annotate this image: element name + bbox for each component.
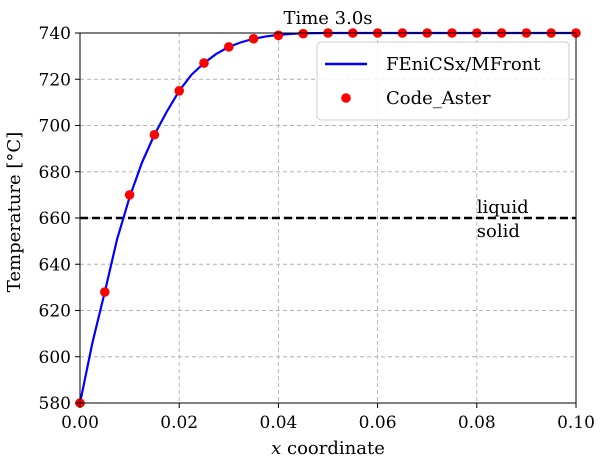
y-tick-label: 660 bbox=[39, 209, 71, 229]
x-tick-label: 0.02 bbox=[160, 413, 198, 433]
y-tick-label: 640 bbox=[39, 255, 71, 275]
annotation-solid: solid bbox=[477, 221, 520, 242]
legend-swatch-marker bbox=[341, 93, 351, 103]
x-axis-label-rest: coordinate bbox=[281, 438, 385, 459]
y-tick-label: 580 bbox=[39, 394, 71, 414]
y-tick-label: 680 bbox=[39, 163, 71, 183]
chart-title: Time 3.0s bbox=[283, 8, 372, 29]
annotations: liquid solid bbox=[477, 197, 529, 242]
data-point-code-aster bbox=[224, 42, 234, 52]
x-tick-label: 0.04 bbox=[259, 413, 297, 433]
legend-label: Code_Aster bbox=[386, 88, 491, 109]
data-point-code-aster bbox=[298, 28, 309, 39]
x-tick-label: 0.08 bbox=[458, 413, 496, 433]
annotation-liquid: liquid bbox=[477, 197, 529, 218]
x-axis-label: x coordinate bbox=[271, 438, 385, 459]
data-point-code-aster bbox=[149, 129, 160, 140]
x-tick-label: 0.06 bbox=[359, 413, 397, 433]
data-point-code-aster bbox=[100, 287, 110, 297]
x-tick-label: 0.00 bbox=[61, 413, 99, 433]
data-point-code-aster bbox=[248, 33, 259, 44]
y-tick-label: 700 bbox=[39, 117, 71, 137]
y-axis-label: Temperature [°C] bbox=[4, 132, 25, 292]
data-point-code-aster bbox=[174, 86, 184, 96]
data-point-code-aster bbox=[273, 30, 284, 41]
y-tick-label: 740 bbox=[39, 24, 71, 44]
x-axis-label-variable: x bbox=[271, 438, 281, 459]
axis-ticks: 0.00 0.02 0.04 0.06 0.08 0.10 580 600 620 640 660 6… bbox=[39, 24, 595, 433]
legend: FEniCSx/MFront Code_Aster bbox=[316, 41, 570, 121]
y-tick-label: 620 bbox=[39, 302, 71, 322]
x-tick-label: 0.10 bbox=[557, 413, 595, 433]
y-tick-label: 600 bbox=[39, 348, 71, 368]
legend-box bbox=[316, 41, 570, 121]
legend-label: FEniCSx/MFront bbox=[386, 54, 541, 75]
y-tick-label: 720 bbox=[39, 70, 71, 90]
data-point-code-aster bbox=[124, 190, 135, 200]
data-point-code-aster bbox=[199, 58, 209, 68]
